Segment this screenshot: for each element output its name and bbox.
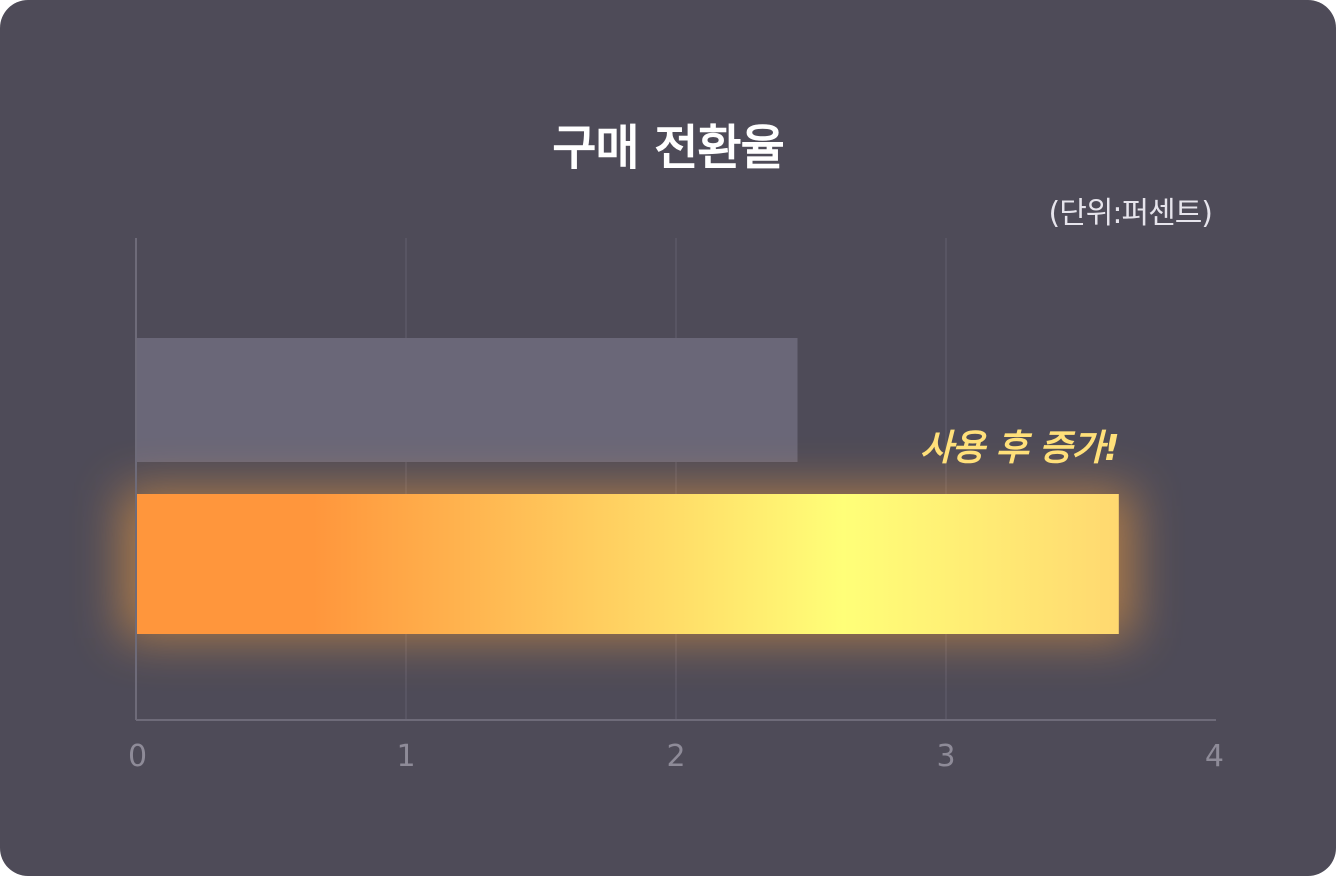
axis-layer: 0 1 2 3 4 [128,238,1224,774]
x-tick-label: 1 [396,739,415,774]
annotation-text: 사용 후 증가! [920,428,1119,469]
chart-title: 구매 전환율 [552,120,785,176]
x-tick-label: 3 [936,739,955,774]
x-tick-label: 2 [666,739,685,774]
grid-layer [405,238,947,720]
bars-layer [122,338,1133,638]
bar-after [136,494,1119,634]
x-tick-label: 0 [128,739,147,774]
x-tick-label: 4 [1205,739,1224,774]
unit-label: (단위:퍼센트) [1048,196,1213,231]
bar-before [136,338,798,462]
